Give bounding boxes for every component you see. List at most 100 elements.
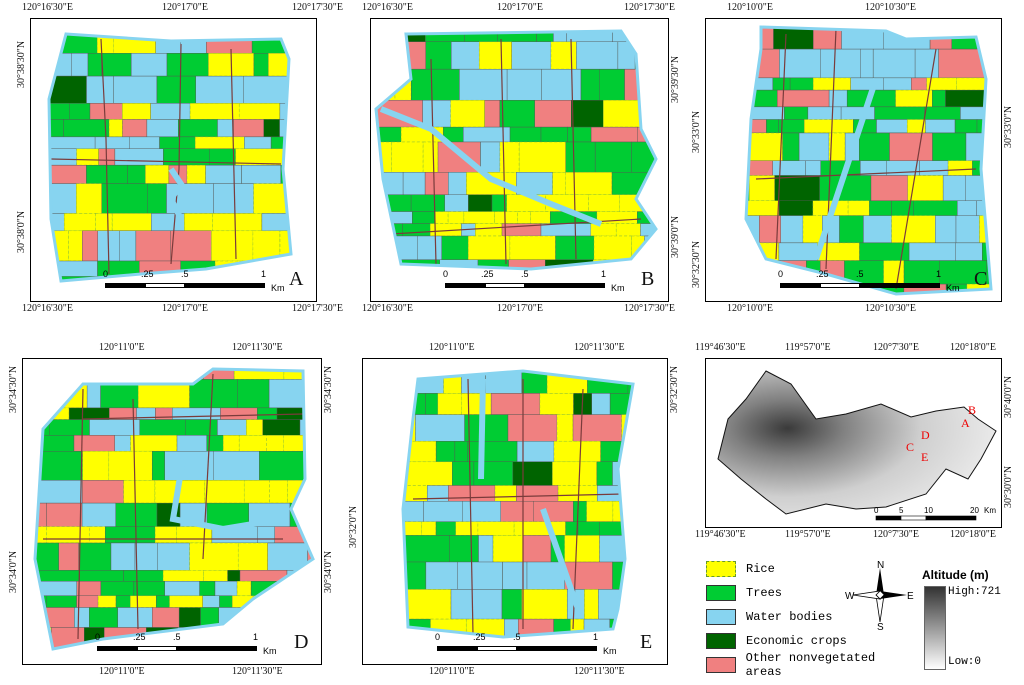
land-parcel [117, 607, 153, 628]
land-parcel [46, 502, 83, 527]
bottom-lon-label: 120°17'0"E [497, 303, 543, 314]
svg-text:0: 0 [874, 506, 879, 515]
river-line [540, 508, 581, 610]
legend-item: Water bodies [706, 608, 832, 626]
map-panel-b [370, 18, 669, 302]
land-parcel [166, 53, 209, 77]
top-lon-label: 120°17'0"E [162, 2, 208, 13]
land-parcel [146, 119, 179, 138]
land-parcel [279, 103, 291, 120]
legend-label: Rice [746, 562, 775, 576]
altitude-ramp [924, 586, 946, 670]
land-parcel [123, 570, 164, 582]
land-parcel [557, 485, 598, 502]
land-parcel [789, 77, 814, 91]
land-parcel [63, 119, 110, 138]
overview-dem-map: BA DCE 0 5 10 20 Km [717, 370, 997, 521]
land-parcel [46, 526, 90, 544]
land-parcel [661, 172, 668, 194]
land-parcel [49, 183, 77, 214]
land-parcel [235, 148, 288, 166]
land-parcel [101, 183, 148, 214]
land-parcel [492, 535, 524, 563]
bottom-lon-label: 120°11'0"E [99, 666, 145, 677]
land-parcel [252, 595, 301, 608]
land-parcel [166, 369, 204, 380]
road-line [82, 413, 304, 420]
land-parcel [450, 589, 503, 620]
svg-text:Km: Km [984, 506, 996, 515]
landuse-map-a [47, 32, 293, 283]
land-parcel [455, 521, 479, 536]
land-parcel [956, 77, 991, 91]
land-parcel [521, 589, 568, 620]
land-parcel [417, 235, 442, 260]
land-parcel [114, 148, 164, 166]
land-parcel [87, 53, 102, 77]
land-parcel [253, 183, 287, 214]
land-parcel [286, 148, 291, 166]
land-parcel [463, 211, 495, 224]
land-parcel [89, 103, 123, 120]
overview-right-lat: 30°40'0"N [1003, 375, 1014, 418]
land-parcel [49, 103, 70, 120]
land-parcel [376, 194, 412, 212]
river-line [167, 167, 185, 221]
land-parcel [46, 595, 77, 608]
land-parcel [477, 521, 515, 536]
land-parcel [49, 419, 90, 436]
land-parcel [772, 77, 791, 91]
left-lat-label: 30°34'0"N [8, 550, 19, 593]
land-parcel [584, 589, 599, 620]
land-parcel [171, 407, 221, 420]
land-parcel [169, 595, 203, 608]
legend-item: Trees [706, 584, 782, 602]
top-lon-label: 120°11'0"E [99, 342, 145, 353]
left-lat-label: 30°33'0"N [691, 110, 702, 153]
land-parcel [178, 607, 201, 628]
road-line [132, 398, 139, 630]
road-line [572, 388, 584, 630]
land-parcel [448, 172, 467, 195]
land-parcel [127, 164, 146, 184]
land-parcel [422, 99, 451, 128]
land-parcel [746, 132, 783, 161]
land-parcel [807, 106, 842, 120]
land-parcel [576, 41, 619, 70]
river-line [379, 106, 603, 227]
land-parcel [982, 242, 991, 261]
land-parcel [448, 485, 496, 502]
land-parcel [96, 34, 114, 54]
legend: Rice Trees Water bodies Economic crops Other… [706, 560, 916, 685]
land-parcel [945, 89, 988, 108]
land-parcel [293, 607, 313, 628]
land-parcel [863, 215, 892, 244]
land-parcel [954, 119, 978, 134]
right-lat-label: 30°34'30"N [323, 365, 334, 413]
land-parcel [237, 542, 268, 571]
road-line [230, 48, 237, 260]
land-parcel [802, 215, 823, 244]
land-parcel [841, 27, 884, 50]
bottom-lon-label: 120°16'30"E [362, 303, 413, 314]
land-parcel [410, 194, 445, 212]
land-parcel [412, 211, 436, 224]
land-parcel [659, 195, 668, 212]
land-parcel [259, 450, 306, 481]
land-parcel [279, 230, 291, 262]
land-parcel [564, 535, 600, 563]
land-parcel [108, 450, 153, 481]
land-parcel [189, 542, 239, 571]
land-parcel [114, 435, 131, 452]
land-parcel [945, 283, 968, 294]
land-parcel [49, 148, 77, 166]
land-parcel [847, 200, 870, 216]
land-parcel [517, 211, 531, 224]
compass-n: N [877, 560, 884, 571]
landuse-map-b [374, 29, 668, 271]
land-parcel [464, 31, 498, 43]
land-parcel [310, 407, 313, 420]
land-parcel [69, 103, 91, 120]
site-label-a: A [961, 416, 970, 430]
land-parcel [195, 75, 244, 104]
